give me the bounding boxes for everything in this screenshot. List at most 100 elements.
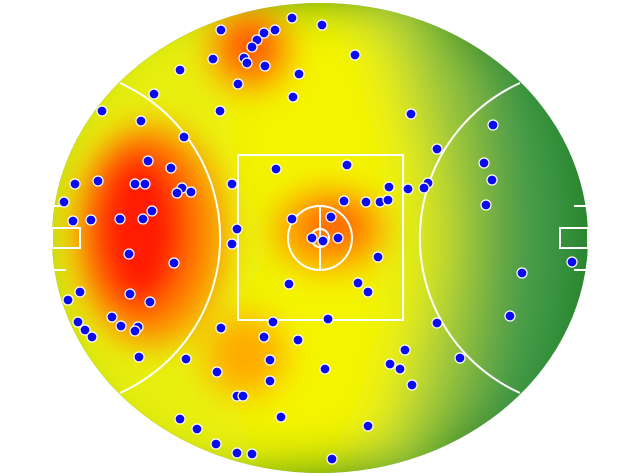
point bbox=[418, 182, 430, 194]
point bbox=[319, 363, 331, 375]
point bbox=[215, 24, 227, 36]
point bbox=[174, 413, 186, 425]
point bbox=[275, 411, 287, 423]
point bbox=[178, 131, 190, 143]
point bbox=[72, 316, 84, 328]
point bbox=[516, 267, 528, 279]
point bbox=[341, 159, 353, 171]
point bbox=[566, 256, 578, 268]
point bbox=[139, 178, 151, 190]
point bbox=[264, 375, 276, 387]
point bbox=[231, 223, 243, 235]
point bbox=[258, 27, 270, 39]
point bbox=[332, 232, 344, 244]
point bbox=[269, 24, 281, 36]
point bbox=[215, 322, 227, 334]
point bbox=[267, 316, 279, 328]
point bbox=[362, 286, 374, 298]
point bbox=[232, 78, 244, 90]
point bbox=[258, 331, 270, 343]
point bbox=[211, 366, 223, 378]
point bbox=[454, 352, 466, 364]
point bbox=[317, 235, 329, 247]
point bbox=[237, 390, 249, 402]
point bbox=[85, 214, 97, 226]
point bbox=[326, 453, 338, 465]
point bbox=[405, 108, 417, 120]
point bbox=[406, 379, 418, 391]
point bbox=[171, 187, 183, 199]
point bbox=[325, 211, 337, 223]
point bbox=[144, 296, 156, 308]
point bbox=[372, 251, 384, 263]
point bbox=[402, 183, 414, 195]
point bbox=[231, 447, 243, 459]
point bbox=[322, 313, 334, 325]
point bbox=[241, 57, 253, 69]
point bbox=[270, 163, 282, 175]
point bbox=[338, 195, 350, 207]
point bbox=[384, 358, 396, 370]
point bbox=[394, 363, 406, 375]
point bbox=[174, 64, 186, 76]
point bbox=[246, 41, 258, 53]
point bbox=[283, 278, 295, 290]
point bbox=[349, 49, 361, 61]
point bbox=[106, 311, 118, 323]
point bbox=[352, 277, 364, 289]
point bbox=[226, 238, 238, 250]
point bbox=[246, 448, 258, 460]
point bbox=[478, 157, 490, 169]
point bbox=[115, 320, 127, 332]
point bbox=[286, 213, 298, 225]
point bbox=[259, 60, 271, 72]
point bbox=[264, 354, 276, 366]
point bbox=[146, 205, 158, 217]
point bbox=[62, 294, 74, 306]
point bbox=[74, 286, 86, 298]
point bbox=[96, 105, 108, 117]
point bbox=[293, 68, 305, 80]
point bbox=[287, 91, 299, 103]
point bbox=[185, 186, 197, 198]
point bbox=[129, 178, 141, 190]
point bbox=[79, 324, 91, 336]
point bbox=[148, 88, 160, 100]
point bbox=[191, 423, 203, 435]
point bbox=[316, 19, 328, 31]
point bbox=[124, 288, 136, 300]
point bbox=[129, 325, 141, 337]
point bbox=[86, 331, 98, 343]
point bbox=[431, 143, 443, 155]
point bbox=[210, 438, 222, 450]
point bbox=[226, 178, 238, 190]
point bbox=[92, 175, 104, 187]
point bbox=[114, 213, 126, 225]
point bbox=[137, 213, 149, 225]
point bbox=[504, 310, 516, 322]
point bbox=[165, 162, 177, 174]
point bbox=[142, 155, 154, 167]
point bbox=[69, 178, 81, 190]
point bbox=[360, 196, 372, 208]
point bbox=[207, 53, 219, 65]
point bbox=[399, 344, 411, 356]
point bbox=[487, 119, 499, 131]
point bbox=[67, 215, 79, 227]
point bbox=[431, 317, 443, 329]
point bbox=[292, 334, 304, 346]
point bbox=[362, 420, 374, 432]
point bbox=[306, 232, 318, 244]
point bbox=[214, 105, 226, 117]
point bbox=[486, 174, 498, 186]
point bbox=[286, 12, 298, 24]
field-markings bbox=[51, 82, 589, 394]
point bbox=[58, 196, 70, 208]
point bbox=[180, 353, 192, 365]
point bbox=[383, 181, 395, 193]
point bbox=[480, 199, 492, 211]
point bbox=[382, 194, 394, 206]
point bbox=[123, 248, 135, 260]
